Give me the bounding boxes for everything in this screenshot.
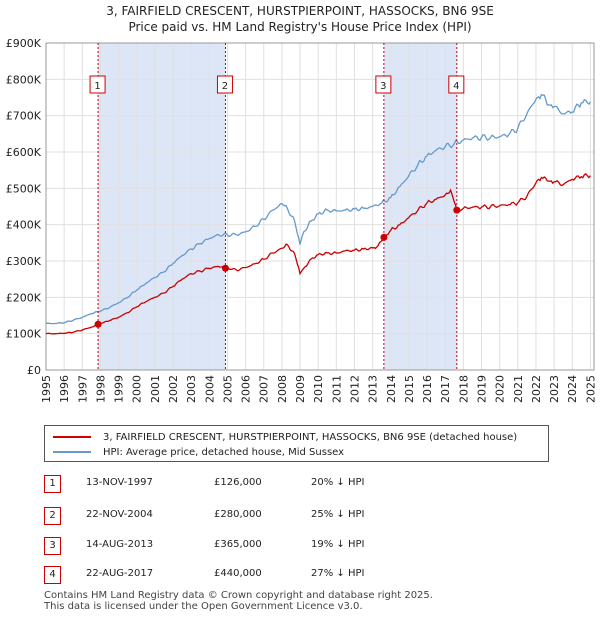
x-tick-label: 2003 (185, 375, 198, 403)
sale-number-box (448, 75, 465, 94)
price-chart: £0 £100K £200K £300K £400K £500K £600K £700K £80… (6, 37, 598, 403)
x-tick-label: 2005 (221, 375, 234, 403)
x-tick-label: 2017 (439, 375, 452, 403)
sale-number-label: 3 (380, 81, 386, 92)
y-tick-label: £500K (6, 182, 42, 195)
x-tick-label: 2007 (258, 375, 271, 403)
x-tick-label: 2015 (403, 375, 416, 403)
transaction-price: £440,000 (214, 568, 262, 579)
sale-point (221, 264, 229, 272)
sale-point (453, 206, 461, 214)
sale-number-label: 2 (222, 81, 228, 92)
legend-swatch-hpi (53, 451, 91, 453)
legend-swatch-property (53, 436, 91, 438)
x-tick-label: 1996 (58, 375, 71, 403)
x-tick-label: 2018 (457, 375, 470, 403)
x-tick-label: 2000 (131, 375, 144, 403)
transaction-hpi-diff: 25% ↓ HPI (311, 509, 365, 520)
x-tick-label: 1998 (94, 375, 107, 403)
transaction-number-badge: 2 (44, 507, 61, 525)
property-price-line (45, 172, 591, 335)
sale-number-box (375, 75, 392, 94)
y-tick-label: £100K (6, 328, 42, 341)
y-tick-label: £200K (6, 291, 42, 304)
chart-legend: 3, FAIRFIELD CRESCENT, HURSTPIERPOINT, H… (44, 425, 549, 462)
chart-title: 3, FAIRFIELD CRESCENT, HURSTPIERPOINT, H… (106, 4, 494, 18)
sale-number-box (216, 75, 233, 94)
transaction-number-badge: 3 (44, 537, 61, 555)
sale-number-label: 1 (94, 81, 100, 92)
x-tick-label: 2021 (512, 375, 525, 403)
x-tick-label: 2009 (294, 375, 307, 403)
y-tick-label: £300K (6, 255, 42, 268)
y-tick-label: £700K (6, 110, 42, 123)
shaded-period (98, 43, 226, 370)
sale-point (380, 233, 388, 241)
footer-copyright: Contains HM Land Registry data © Crown c… (44, 590, 433, 601)
y-tick-label: £800K (6, 73, 42, 86)
x-tick-label: 1999 (113, 375, 126, 403)
legend-label-property: 3, FAIRFIELD CRESCENT, HURSTPIERPOINT, H… (103, 431, 518, 443)
x-tick-label: 1997 (76, 375, 89, 403)
transaction-number-badge: 1 (44, 475, 61, 493)
y-tick-label: £900K (6, 37, 42, 50)
hpi-line (45, 93, 591, 325)
x-tick-label: 2002 (167, 375, 180, 403)
transaction-date: 13-NOV-1997 (86, 477, 153, 488)
x-tick-label: 2001 (149, 375, 162, 403)
legend-item-property: 3, FAIRFIELD CRESCENT, HURSTPIERPOINT, H… (53, 430, 517, 444)
x-tick-label: 2022 (530, 375, 543, 403)
x-tick-label: 2013 (367, 375, 380, 403)
x-tick-label: 2024 (566, 375, 579, 403)
plot-border (45, 42, 595, 371)
transaction-hpi-diff: 19% ↓ HPI (311, 539, 365, 550)
x-tick-label: 2020 (494, 375, 507, 403)
x-tick-label: 2012 (348, 375, 361, 403)
sale-number-label: 4 (453, 81, 459, 92)
footer-licence: This data is licensed under the Open Gov… (44, 601, 363, 612)
transaction-date: 22-NOV-2004 (86, 509, 153, 520)
chart-subtitle: Price paid vs. HM Land Registry's House … (128, 20, 472, 34)
x-tick-label: 2016 (421, 375, 434, 403)
legend-label-hpi: HPI: Average price, detached house, Mid … (103, 446, 345, 458)
x-tick-label: 2008 (276, 375, 289, 403)
y-tick-label: £600K (6, 146, 42, 159)
transaction-date: 22-AUG-2017 (86, 568, 154, 579)
transaction-price: £126,000 (214, 477, 262, 488)
y-tick-label: £400K (6, 219, 42, 232)
transaction-price: £280,000 (214, 509, 262, 520)
x-tick-label: 2011 (330, 375, 343, 403)
transaction-hpi-diff: 27% ↓ HPI (311, 568, 365, 579)
x-tick-label: 2010 (312, 375, 325, 403)
x-tick-label: 2014 (385, 375, 398, 403)
x-tick-label: 2006 (240, 375, 253, 403)
sale-number-box (89, 75, 106, 94)
x-tick-label: 1995 (40, 375, 53, 403)
x-tick-label: 2025 (584, 375, 597, 403)
x-tick-label: 2023 (548, 375, 561, 403)
transaction-price: £365,000 (214, 539, 262, 550)
transaction-hpi-diff: 20% ↓ HPI (311, 477, 365, 488)
transaction-date: 14-AUG-2013 (86, 539, 154, 550)
legend-item-hpi: HPI: Average price, detached house, Mid … (53, 445, 344, 459)
transaction-number-badge: 4 (44, 566, 61, 584)
y-tick-label: £0 (27, 364, 41, 377)
x-tick-label: 2019 (475, 375, 488, 403)
x-tick-label: 2004 (203, 375, 216, 403)
sale-point (94, 320, 102, 328)
